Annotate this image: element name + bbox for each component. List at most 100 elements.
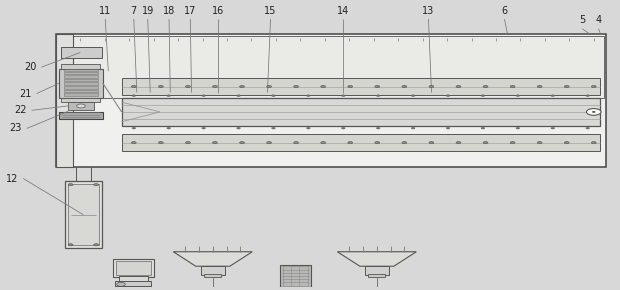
Circle shape [429, 86, 434, 88]
Circle shape [456, 142, 461, 144]
Circle shape [239, 86, 244, 88]
Bar [61, 47, 102, 58]
Circle shape [185, 86, 190, 88]
Circle shape [237, 127, 241, 129]
Circle shape [411, 95, 415, 97]
Circle shape [483, 142, 488, 144]
Circle shape [564, 142, 569, 144]
Circle shape [342, 95, 345, 97]
Circle shape [159, 86, 163, 88]
Bar [64, 86, 98, 88]
Bar [68, 102, 94, 110]
Bar [112, 260, 154, 277]
Circle shape [213, 142, 218, 144]
Circle shape [591, 142, 596, 144]
Bar [56, 34, 606, 167]
Circle shape [132, 95, 136, 97]
Circle shape [237, 95, 241, 97]
Text: 21: 21 [19, 89, 32, 99]
Circle shape [591, 86, 596, 88]
Bar [64, 93, 98, 96]
Bar [64, 82, 98, 85]
Circle shape [77, 104, 85, 108]
Circle shape [117, 282, 125, 286]
Circle shape [294, 142, 299, 144]
Circle shape [348, 142, 353, 144]
Polygon shape [173, 252, 252, 266]
Circle shape [564, 86, 569, 88]
Bar [64, 79, 98, 81]
Circle shape [321, 86, 326, 88]
Circle shape [551, 127, 554, 129]
Text: 17: 17 [184, 6, 197, 16]
Circle shape [132, 127, 136, 129]
Circle shape [267, 142, 272, 144]
Circle shape [481, 95, 485, 97]
Circle shape [131, 142, 136, 144]
Bar [115, 281, 151, 286]
Circle shape [510, 142, 515, 144]
Bar [122, 134, 600, 151]
Text: 16: 16 [211, 6, 224, 16]
Circle shape [272, 127, 275, 129]
Text: 7: 7 [131, 6, 137, 16]
Circle shape [510, 86, 515, 88]
Circle shape [306, 95, 310, 97]
Circle shape [213, 86, 218, 88]
Text: 14: 14 [337, 6, 350, 16]
Circle shape [551, 95, 554, 97]
Text: 22: 22 [14, 105, 27, 115]
Text: 11: 11 [99, 6, 112, 16]
Bar [61, 64, 100, 68]
Circle shape [376, 95, 380, 97]
Circle shape [516, 127, 520, 129]
Text: 19: 19 [141, 6, 154, 16]
Circle shape [167, 95, 170, 97]
Bar [64, 75, 98, 78]
Circle shape [185, 142, 190, 144]
Text: 23: 23 [10, 124, 22, 133]
Circle shape [94, 184, 99, 186]
Circle shape [587, 108, 601, 115]
Bar [201, 266, 224, 275]
Circle shape [375, 142, 379, 144]
Circle shape [456, 86, 461, 88]
Circle shape [429, 142, 434, 144]
Circle shape [321, 142, 326, 144]
Bar [115, 261, 151, 275]
Circle shape [402, 142, 407, 144]
Circle shape [375, 86, 379, 88]
Bar [280, 265, 311, 287]
Circle shape [586, 95, 590, 97]
Circle shape [376, 127, 380, 129]
Bar [56, 34, 73, 167]
Text: 5: 5 [579, 15, 585, 26]
Bar [368, 274, 386, 277]
Bar [204, 274, 221, 277]
Text: 20: 20 [24, 62, 37, 72]
Bar [64, 90, 98, 92]
Circle shape [94, 244, 99, 246]
Circle shape [446, 95, 450, 97]
Bar [64, 181, 102, 248]
Circle shape [411, 127, 415, 129]
Circle shape [68, 184, 73, 186]
Circle shape [272, 95, 275, 97]
Circle shape [306, 127, 310, 129]
Bar [58, 37, 604, 98]
Circle shape [202, 127, 205, 129]
Bar [365, 266, 389, 275]
Text: 18: 18 [163, 6, 175, 16]
Circle shape [267, 86, 272, 88]
Circle shape [592, 111, 596, 113]
Bar [122, 98, 600, 126]
Circle shape [481, 127, 485, 129]
Circle shape [483, 86, 488, 88]
Bar [68, 184, 99, 245]
Circle shape [402, 86, 407, 88]
Circle shape [159, 142, 163, 144]
Circle shape [516, 95, 520, 97]
Circle shape [131, 86, 136, 88]
Circle shape [294, 86, 299, 88]
Circle shape [202, 95, 205, 97]
